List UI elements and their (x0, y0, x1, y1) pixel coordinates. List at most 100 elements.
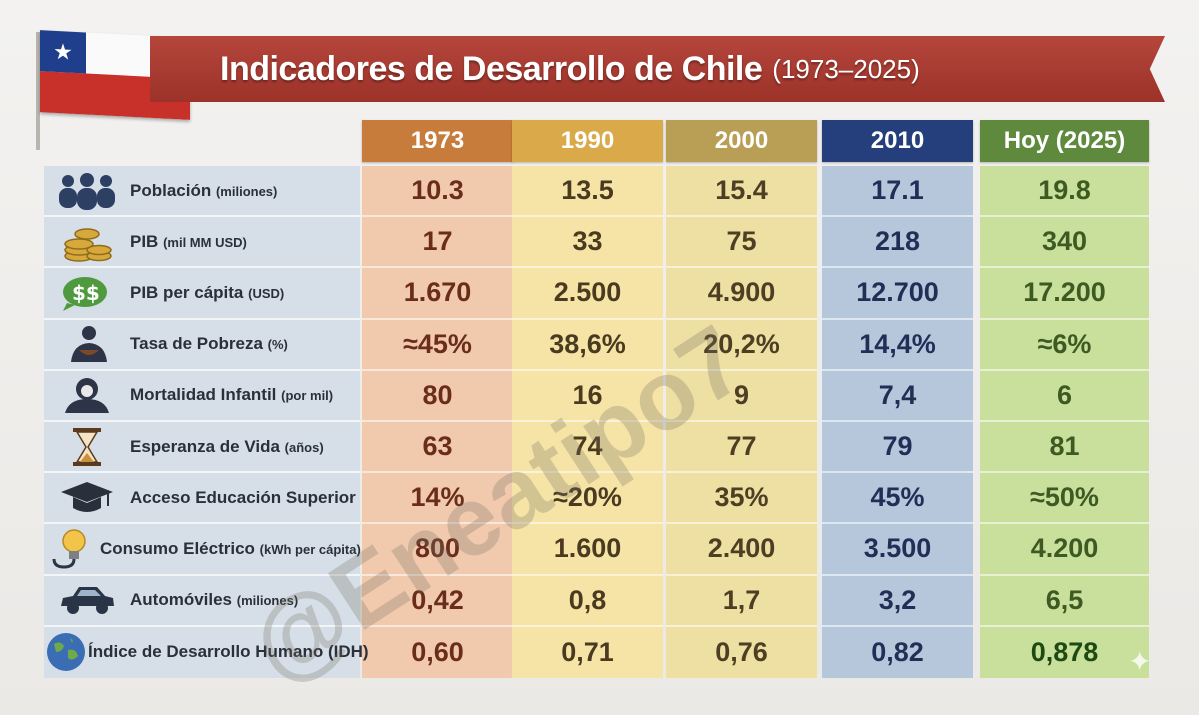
column-1973: 1973 10.3 17 1.670 ≈45% 80 63 14% 800 0,… (362, 120, 513, 678)
title-banner (150, 36, 1165, 102)
table-cell: 6 (980, 371, 1149, 422)
table-cell: 0,8 (512, 576, 663, 627)
row-label: Acceso Educación Superior (130, 487, 356, 507)
row-label: Mortalidad Infantil (por mil) (130, 385, 334, 405)
column-header: 1990 (512, 120, 663, 162)
table-cell: 800 (362, 524, 513, 576)
row-label-poblacion: Población (miliones) (44, 166, 360, 218)
column-2010: 2010 17.1 218 12.700 14,4% 7,4 79 45% 3.… (822, 120, 973, 678)
globe-icon (44, 628, 88, 676)
column-header: 2000 (666, 120, 817, 162)
table-cell: 2.500 (512, 268, 663, 320)
table-cell: 20,2% (666, 320, 817, 371)
flag-pole (36, 32, 40, 150)
row-label-mortalidad: Mortalidad Infantil (por mil) (44, 371, 360, 422)
money-bubble-icon: $$ (44, 269, 130, 317)
table-cell: 10.3 (362, 166, 513, 218)
row-label-esperanza: Esperanza de Vida (años) (44, 422, 360, 474)
table-cell: 19.8 (980, 166, 1149, 218)
table-cell: 80 (362, 371, 513, 422)
table-cell: 1,7 (666, 576, 817, 627)
row-label-educacion: Acceso Educación Superior (44, 473, 360, 525)
star-icon: ★ (53, 38, 73, 65)
table-cell: 75 (666, 217, 817, 269)
table-cell: 74 (512, 422, 663, 474)
table-cell: 2.400 (666, 524, 817, 576)
table-cell: 79 (822, 422, 973, 474)
table-cell: 0,82 (871, 636, 924, 667)
row-label: PIB (mil MM USD) (130, 231, 247, 251)
graduation-cap-icon (44, 474, 130, 522)
table-cell: ≈20% (512, 473, 663, 525)
car-icon (44, 576, 130, 624)
column-2025: Hoy (2025) 19.8 340 17.200 ≈6% 6 81 ≈50%… (980, 120, 1149, 678)
row-labels: Población (miliones) PIB (mil MM USD) $$ (44, 166, 369, 678)
table-cell: 4.200 (980, 524, 1149, 576)
table-cell: 0,71 (561, 636, 614, 667)
table-cell: 16 (512, 371, 663, 422)
row-label: Consumo Eléctrico (kWh per cápita) (100, 538, 361, 558)
table-cell: 14% (362, 473, 513, 525)
row-label: Automóviles (miliones) (130, 590, 299, 610)
table-cell: 13.5 (512, 166, 663, 218)
table-cell: 0,878 (1030, 636, 1099, 667)
table-cell: 35% (666, 473, 817, 525)
table-cell: 0,76 (715, 636, 768, 667)
table-cell: 17.200 (980, 268, 1149, 320)
column-header: Hoy (2025) (980, 120, 1149, 162)
table-cell: 218 (822, 217, 973, 269)
title-bar: Indicadores de Desarrollo de Chile (1973… (150, 36, 1150, 102)
table-cell: 17.1 (822, 166, 973, 218)
lightbulb-icon (44, 525, 100, 573)
row-label: Esperanza de Vida (años) (130, 436, 324, 456)
table-cell: 3,2 (822, 576, 973, 627)
table-cell: 38,6% (512, 320, 663, 371)
table-cell: 63 (362, 422, 513, 474)
table-cell: 3.500 (822, 524, 973, 576)
svg-text:$$: $$ (72, 281, 100, 305)
table-cell: ≈6% (980, 320, 1149, 371)
table-cell: ≈45% (362, 320, 513, 371)
row-label: Población (miliones) (130, 180, 278, 200)
page-title: Indicadores de Desarrollo de Chile (220, 49, 763, 88)
table-cell: 45% (822, 473, 973, 525)
table-cell: 340 (980, 217, 1149, 269)
row-label-idh: Índice de Desarrollo Humano (IDH) (44, 627, 369, 678)
table-cell: 9 (666, 371, 817, 422)
column-header: 1973 (362, 120, 513, 162)
table-cell: 14,4% (822, 320, 973, 371)
table-cell: 15.4 (666, 166, 817, 218)
table-cell: 12.700 (822, 268, 973, 320)
table-cell: 6,5 (980, 576, 1149, 627)
baby-icon (44, 371, 130, 419)
row-label-pib-per-capita: $$ PIB per cápita (USD) (44, 268, 360, 320)
row-label: Tasa de Pobreza (%) (130, 334, 288, 354)
table-cell: 33 (512, 217, 663, 269)
column-1990: 1990 13.5 33 2.500 38,6% 16 74 ≈20% 1.60… (512, 120, 663, 678)
row-label: Índice de Desarrollo Humano (IDH) (88, 642, 369, 662)
table-cell: 1.600 (512, 524, 663, 576)
table-cell: 0,42 (362, 576, 513, 627)
table-cell: 77 (666, 422, 817, 474)
row-label-automoviles: Automóviles (miliones) (44, 576, 360, 627)
row-label-pobreza: Tasa de Pobreza (%) (44, 320, 360, 371)
table-cell: 81 (980, 422, 1149, 474)
table-cell: 17 (362, 217, 513, 269)
sparkle-icon: ✦ (1128, 646, 1152, 677)
table-cell: ≈50% (980, 473, 1149, 525)
row-label-pib: PIB (mil MM USD) (44, 217, 360, 269)
hourglass-icon (44, 423, 130, 471)
column-header: 2010 (822, 120, 973, 162)
table-cell: 1.670 (362, 268, 513, 320)
page-subtitle: (1973–2025) (772, 53, 920, 84)
people-icon (44, 167, 130, 215)
column-2000: 2000 15.4 75 4.900 20,2% 9 77 35% 2.400 … (666, 120, 817, 678)
table-cell: 7,4 (822, 371, 973, 422)
row-label-consumo: Consumo Eléctrico (kWh per cápita) (44, 524, 361, 576)
row-label: PIB per cápita (USD) (130, 282, 285, 302)
coins-icon (44, 218, 130, 266)
table-cell: 0,60 (411, 636, 464, 667)
table-cell: 4.900 (666, 268, 817, 320)
poverty-bowl-icon (44, 320, 130, 368)
